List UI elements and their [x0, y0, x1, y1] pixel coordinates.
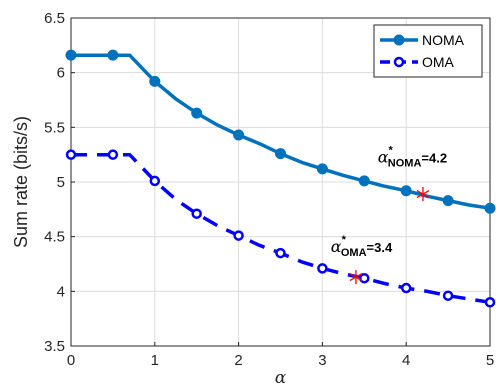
asterisk-stroke	[349, 273, 363, 282]
annotation-star: *	[342, 234, 347, 246]
x-axis-label: α	[275, 368, 287, 387]
y-tick-label: 5	[57, 174, 65, 191]
x-tick-label: 3	[318, 352, 326, 369]
data-point-noma	[191, 107, 203, 119]
data-point-oma	[65, 149, 77, 160]
data-point-oma	[233, 230, 244, 241]
data-point-oma	[275, 247, 286, 259]
annotation-subscript: NOMA	[388, 157, 422, 169]
data-point-oma	[191, 208, 202, 219]
data-point-oma	[149, 175, 161, 187]
data-point-oma	[442, 290, 454, 301]
data-point-oma	[107, 149, 119, 160]
x-tick-label: 1	[151, 352, 159, 369]
data-point-oma	[400, 282, 412, 294]
annotation-star: *	[389, 144, 394, 156]
data-point-noma	[484, 202, 496, 214]
y-tick-label: 4.5	[44, 229, 65, 246]
legend-swatch-marker-oma	[393, 56, 405, 68]
y-tick-label: 3.5	[44, 338, 65, 355]
annotation-alpha-symbol: α	[331, 237, 342, 256]
data-point-oma	[484, 297, 496, 308]
legend-box	[373, 24, 483, 78]
y-tick-label: 6	[57, 65, 65, 82]
data-point-noma	[442, 195, 454, 207]
optimal-point-asterisk	[416, 187, 430, 202]
x-tick-label: 4	[402, 352, 410, 369]
optimal-point-asterisk	[349, 270, 363, 285]
data-point-noma	[149, 75, 161, 87]
legend-swatch-marker-noma	[393, 34, 405, 46]
legend: NOMA OMA	[373, 24, 483, 78]
data-point-oma	[317, 263, 328, 274]
optimal-points	[349, 187, 430, 285]
y-axis-label: Sum rate (bits/s)	[11, 116, 31, 248]
y-tick-label: 4	[57, 283, 65, 300]
annotation-alpha-symbol: α	[378, 147, 389, 166]
x-tick-label: 0	[67, 352, 75, 369]
y-tick-label: 5.5	[44, 119, 65, 136]
legend-label-oma: OMA	[422, 54, 455, 70]
data-point-noma	[358, 175, 370, 187]
asterisk-stroke	[416, 189, 430, 199]
annotation-value: =4.2	[421, 150, 447, 165]
annotation-value: =3.4	[367, 240, 393, 255]
data-point-noma	[275, 148, 286, 160]
annotation-subscript: OMA	[341, 247, 367, 259]
y-tick-label: 6.5	[44, 10, 65, 27]
data-point-noma	[400, 185, 412, 197]
x-tick-label: 2	[234, 352, 242, 369]
legend-label-noma: NOMA	[422, 32, 465, 48]
optimal-alpha-annotation: α* NOMA=4.2	[378, 144, 447, 169]
axes: 0 1 2 3 4 5 3.5 4 4.5 5 5.5 6 6.5	[44, 10, 494, 369]
series-layer	[65, 49, 496, 308]
data-point-noma	[233, 129, 245, 141]
x-tick-label: 5	[486, 352, 494, 369]
data-point-noma	[65, 49, 77, 61]
optimal-alpha-annotation: α* OMA=3.4	[331, 234, 393, 259]
data-point-oma	[359, 272, 370, 284]
plot-frame	[70, 17, 491, 347]
annotations: α* NOMA=4.2α* OMA=3.4	[331, 144, 447, 259]
data-point-noma	[107, 49, 119, 61]
data-point-noma	[316, 163, 328, 175]
